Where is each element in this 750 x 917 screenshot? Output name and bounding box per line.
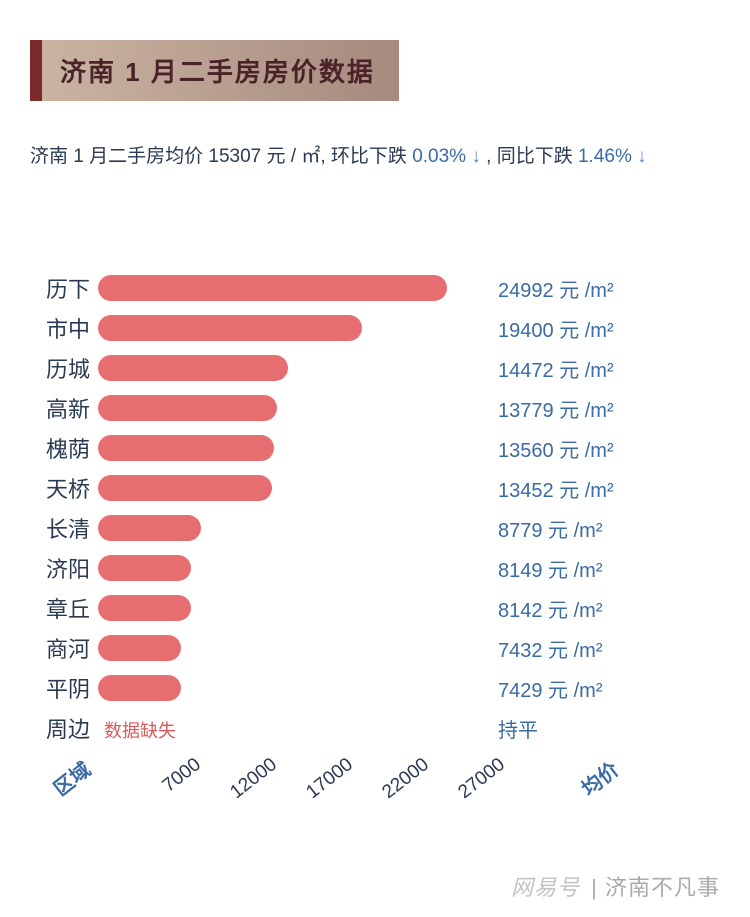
chart-row: 高新 13779 元 /m² [30,388,720,428]
bar [98,555,191,581]
row-label: 周边 [30,712,98,744]
chart-row: 周边数据缺失 持平 [30,708,720,748]
bar-track [98,314,478,342]
axis-label-region: 区域 [31,754,96,814]
bar-track [98,474,478,502]
yoy-arrow-icon: ↓ [637,146,647,167]
title-accent [30,40,42,101]
row-value: 14472 元 /m² [478,354,678,383]
row-value: 13452 元 /m² [478,474,678,503]
row-value: 13560 元 /m² [478,434,678,463]
chart-row: 历下 24992 元 /m² [30,268,720,308]
watermark: 网易号 | 济南不凡事 [511,870,720,902]
row-value: 8779 元 /m² [478,514,678,543]
row-label: 高新 [30,392,98,424]
x-axis: 区域 700012000170002200027000 均价 [30,754,720,834]
chart-row: 槐荫 13560 元 /m² [30,428,720,468]
bar-track [98,634,478,662]
row-value: 7432 元 /m² [478,634,678,663]
chart-row: 天桥 13452 元 /m² [30,468,720,508]
row-label: 长清 [30,512,98,544]
subhead-line: 济南 1 月二手房均价 15307 元 / ㎡, 环比下跌 0.03% ↓ , … [30,141,720,168]
watermark-source: 网易号 [511,875,580,900]
chart-row: 历城 14472 元 /m² [30,348,720,388]
chart-row: 济阳 8149 元 /m² [30,548,720,588]
bar [98,275,447,301]
chart-row: 章丘 8142 元 /m² [30,588,720,628]
axis-tick: 17000 [281,754,358,821]
axis-tick: 7000 [129,754,206,821]
row-label: 天桥 [30,472,98,504]
mom-percent: 0.03% [412,146,466,167]
subhead-prefix: 济南 1 月二手房均价 15307 元 / ㎡, 环比下跌 [30,146,412,167]
row-value: 7429 元 /m² [478,674,678,703]
bar [98,515,201,541]
watermark-sep: | [591,875,598,900]
row-label: 章丘 [30,592,98,624]
chart-row: 商河 7432 元 /m² [30,628,720,668]
row-label: 历城 [30,352,98,384]
row-value: 24992 元 /m² [478,274,678,303]
bar [98,355,288,381]
axis-tick: 12000 [205,754,282,821]
chart-row: 长清 8779 元 /m² [30,508,720,548]
bar [98,475,272,501]
bar-track [98,394,478,422]
row-label: 历下 [30,272,98,304]
yoy-percent: 1.46% [578,146,632,167]
bar-track [98,434,478,462]
bar-track [98,554,478,582]
axis-tick: 27000 [433,754,510,821]
missing-data-text: 数据缺失 [104,717,176,743]
bar [98,635,181,661]
bar [98,395,277,421]
row-label: 商河 [30,632,98,664]
title-bar: 济南 1 月二手房房价数据 [30,40,750,101]
chart-row: 市中 19400 元 /m² [30,308,720,348]
axis-label-price: 均价 [559,754,624,814]
row-label: 槐荫 [30,432,98,464]
watermark-author: 济南不凡事 [605,875,720,900]
bar-track [98,354,478,382]
bar-track [98,274,478,302]
row-label: 平阴 [30,672,98,704]
row-value: 持平 [478,714,678,743]
row-value: 8149 元 /m² [478,554,678,583]
chart-row: 平阴 7429 元 /m² [30,668,720,708]
bar [98,315,362,341]
bar-track [98,514,478,542]
row-label: 济阳 [30,552,98,584]
row-value: 13779 元 /m² [478,394,678,423]
bar-track [98,674,478,702]
bar [98,595,191,621]
mom-arrow-icon: ↓ [471,146,481,167]
page-title: 济南 1 月二手房房价数据 [42,40,399,101]
bar-track [98,594,478,622]
bar [98,435,274,461]
row-value: 8142 元 /m² [478,594,678,623]
price-bar-chart: 历下 24992 元 /m² 市中 19400 元 /m² 历城 14472 元 /m² 高… [30,268,720,834]
row-value: 19400 元 /m² [478,314,678,343]
axis-tick: 22000 [357,754,434,821]
bar-track: 数据缺失 [98,714,478,742]
bar [98,675,181,701]
row-label: 市中 [30,312,98,344]
subhead-mid: , 同比下跌 [481,146,578,167]
